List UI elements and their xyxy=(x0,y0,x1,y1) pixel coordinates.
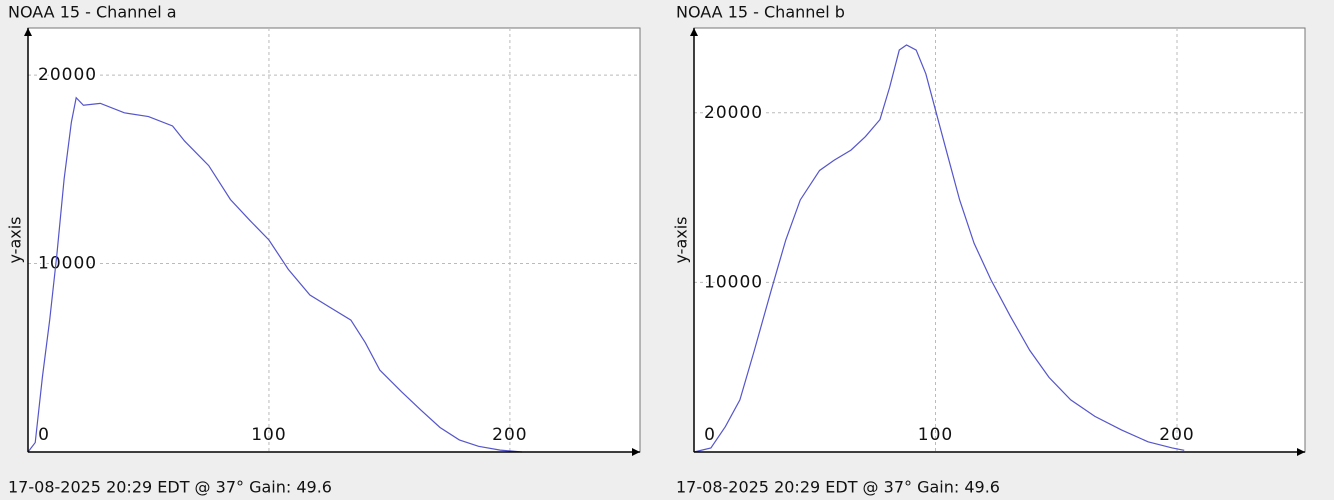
chart-title: NOAA 15 - Channel b xyxy=(676,3,845,22)
y-axis-label: y-axis xyxy=(672,216,691,263)
x-tick-label: 200 xyxy=(492,425,527,445)
caption: 17-08-2025 20:29 EDT @ 37° Gain: 49.6 xyxy=(676,478,1000,497)
chart-title: NOAA 15 - Channel a xyxy=(8,3,177,22)
y-axis-label: y-axis xyxy=(6,216,25,263)
x-tick-label: 100 xyxy=(251,425,286,445)
x-tick-label: 100 xyxy=(918,425,953,445)
data-line xyxy=(27,96,522,453)
x-tick-label: 200 xyxy=(1159,425,1194,445)
plot-area xyxy=(27,27,641,453)
y-arrow xyxy=(24,28,32,36)
y-tick-label: 10000 xyxy=(704,272,763,292)
caption: 17-08-2025 20:29 EDT @ 37° Gain: 49.6 xyxy=(8,478,332,497)
x-tick-label: 0 xyxy=(704,425,716,445)
y-arrow xyxy=(690,28,698,36)
y-tick-label: 20000 xyxy=(704,103,763,123)
x-tick-label: 0 xyxy=(38,425,50,445)
x-arrow xyxy=(632,448,640,456)
x-arrow xyxy=(1297,448,1305,456)
y-tick-label: 10000 xyxy=(38,254,97,274)
y-tick-label: 20000 xyxy=(38,65,97,85)
data-line xyxy=(693,44,1185,453)
